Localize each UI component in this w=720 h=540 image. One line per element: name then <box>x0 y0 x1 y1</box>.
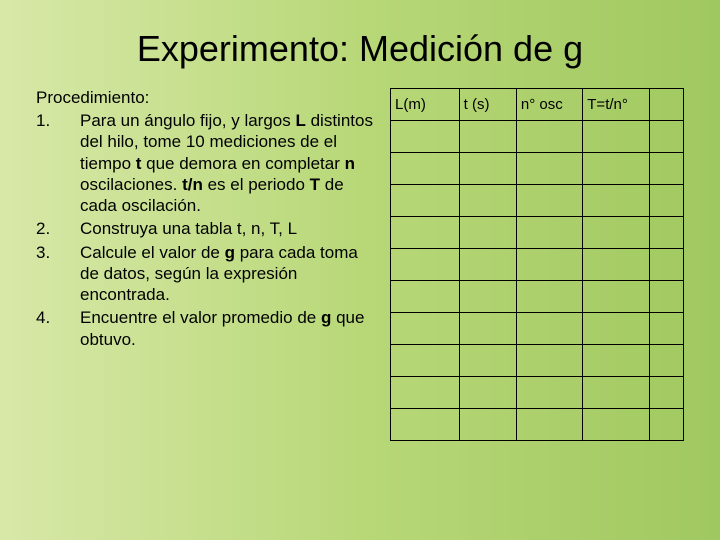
table-cell <box>649 185 683 217</box>
table-cell <box>391 281 460 313</box>
procedure-item: 4.Encuentre el valor promedio de g que o… <box>36 307 376 350</box>
table-cell <box>649 345 683 377</box>
table-cell <box>649 281 683 313</box>
table-cell <box>583 185 649 217</box>
table-header-cell: n° osc <box>516 89 582 121</box>
table-header-cell: t (s) <box>459 89 516 121</box>
table-cell <box>649 121 683 153</box>
table-cell <box>391 313 460 345</box>
table-cell <box>583 345 649 377</box>
table-cell <box>459 217 516 249</box>
data-table: L(m)t (s)n° oscT=t/n° <box>390 88 684 441</box>
table-cell <box>583 217 649 249</box>
table-cell <box>649 217 683 249</box>
page-title: Experimento: Medición de g <box>0 0 720 88</box>
table-cell <box>391 345 460 377</box>
table-cell <box>516 377 582 409</box>
table-cell <box>583 249 649 281</box>
procedure-item-text: Construya una tabla t, n, T, L <box>80 218 376 239</box>
procedure-column: Procedimiento: 1.Para un ángulo fijo, y … <box>36 88 376 441</box>
table-row <box>391 185 684 217</box>
table-cell <box>391 153 460 185</box>
table-cell <box>391 121 460 153</box>
table-cell <box>516 217 582 249</box>
table-cell <box>391 185 460 217</box>
table-row <box>391 313 684 345</box>
table-cell <box>516 409 582 441</box>
table-cell <box>649 153 683 185</box>
table-row <box>391 345 684 377</box>
table-row <box>391 249 684 281</box>
table-cell <box>516 313 582 345</box>
procedure-item-number: 1. <box>36 110 80 216</box>
table-cell <box>459 313 516 345</box>
table-header-cell <box>649 89 683 121</box>
procedure-item-text: Para un ángulo fijo, y largos L distinto… <box>80 110 376 216</box>
procedure-item-text: Calcule el valor de g para cada toma de … <box>80 242 376 306</box>
table-header-row: L(m)t (s)n° oscT=t/n° <box>391 89 684 121</box>
table-cell <box>583 153 649 185</box>
table-cell <box>459 345 516 377</box>
procedure-item-number: 2. <box>36 218 80 239</box>
table-cell <box>459 153 516 185</box>
table-cell <box>391 409 460 441</box>
table-cell <box>516 281 582 313</box>
procedure-item: 1.Para un ángulo fijo, y largos L distin… <box>36 110 376 216</box>
procedure-item: 2.Construya una tabla t, n, T, L <box>36 218 376 239</box>
procedure-item: 3.Calcule el valor de g para cada toma d… <box>36 242 376 306</box>
table-cell <box>459 185 516 217</box>
table-cell <box>649 377 683 409</box>
table-column: L(m)t (s)n° oscT=t/n° <box>390 88 684 441</box>
table-header-cell: L(m) <box>391 89 460 121</box>
table-cell <box>649 409 683 441</box>
table-cell <box>649 313 683 345</box>
table-row <box>391 409 684 441</box>
content-row: Procedimiento: 1.Para un ángulo fijo, y … <box>0 88 720 441</box>
table-cell <box>516 185 582 217</box>
procedure-item-number: 4. <box>36 307 80 350</box>
table-row <box>391 281 684 313</box>
procedure-list: 1.Para un ángulo fijo, y largos L distin… <box>36 110 376 350</box>
procedure-item-text: Encuentre el valor promedio de g que obt… <box>80 307 376 350</box>
table-cell <box>516 121 582 153</box>
table-cell <box>516 153 582 185</box>
table-cell <box>583 121 649 153</box>
table-cell <box>459 249 516 281</box>
table-row <box>391 153 684 185</box>
table-cell <box>583 409 649 441</box>
table-row <box>391 121 684 153</box>
table-cell <box>459 121 516 153</box>
table-cell <box>583 377 649 409</box>
table-row <box>391 217 684 249</box>
table-cell <box>391 249 460 281</box>
table-cell <box>459 377 516 409</box>
table-cell <box>459 281 516 313</box>
table-cell <box>649 249 683 281</box>
table-cell <box>516 345 582 377</box>
procedure-item-number: 3. <box>36 242 80 306</box>
table-cell <box>583 313 649 345</box>
table-cell <box>391 217 460 249</box>
table-row <box>391 377 684 409</box>
procedure-heading: Procedimiento: <box>36 88 376 108</box>
table-header-cell: T=t/n° <box>583 89 649 121</box>
table-cell <box>583 281 649 313</box>
table-cell <box>459 409 516 441</box>
table-cell <box>516 249 582 281</box>
table-cell <box>391 377 460 409</box>
